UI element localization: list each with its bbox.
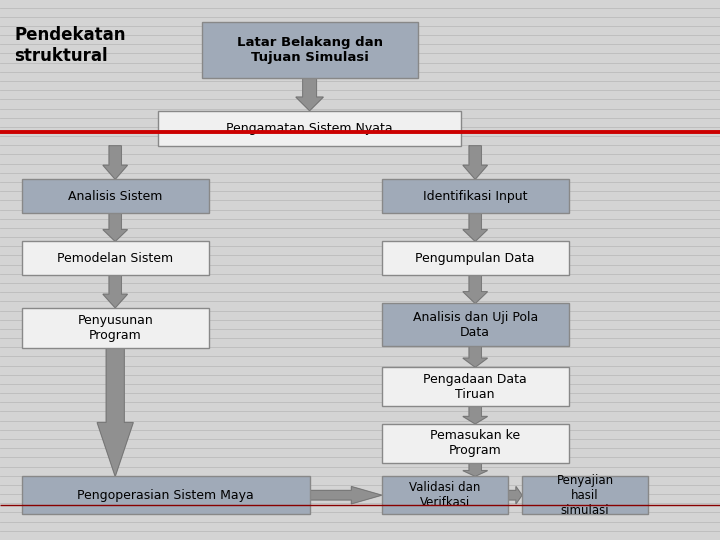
Polygon shape [508, 487, 522, 504]
FancyBboxPatch shape [382, 179, 569, 213]
Text: Pengoperasian Sistem Maya: Pengoperasian Sistem Maya [77, 489, 254, 502]
Text: Analisis Sistem: Analisis Sistem [68, 190, 163, 203]
Polygon shape [103, 146, 127, 179]
Polygon shape [463, 146, 487, 179]
FancyBboxPatch shape [382, 476, 508, 514]
FancyBboxPatch shape [522, 476, 648, 514]
Text: Penyusunan
Program: Penyusunan Program [77, 314, 153, 342]
FancyBboxPatch shape [382, 367, 569, 406]
FancyBboxPatch shape [22, 308, 209, 348]
FancyBboxPatch shape [382, 424, 569, 463]
Polygon shape [296, 78, 323, 111]
Polygon shape [463, 275, 487, 303]
FancyBboxPatch shape [158, 111, 461, 146]
Polygon shape [463, 406, 487, 424]
Text: Pemasukan ke
Program: Pemasukan ke Program [430, 429, 521, 457]
FancyBboxPatch shape [382, 241, 569, 275]
Text: Analisis dan Uji Pola
Data: Analisis dan Uji Pola Data [413, 310, 538, 339]
Polygon shape [463, 346, 487, 367]
FancyBboxPatch shape [22, 179, 209, 213]
Polygon shape [310, 487, 382, 504]
Polygon shape [103, 275, 127, 308]
Polygon shape [97, 348, 133, 476]
FancyBboxPatch shape [382, 303, 569, 346]
Polygon shape [463, 463, 487, 476]
Text: Validasi dan
Verifkasi: Validasi dan Verifkasi [409, 481, 480, 509]
Text: Pengamatan Sistem Nyata: Pengamatan Sistem Nyata [226, 122, 393, 135]
Text: Pengadaan Data
Tiruan: Pengadaan Data Tiruan [423, 373, 527, 401]
Text: Pendekatan
struktural: Pendekatan struktural [14, 26, 126, 65]
FancyBboxPatch shape [202, 22, 418, 78]
Text: Penyajian
hasil
simulasi: Penyajian hasil simulasi [557, 474, 613, 517]
Text: Latar Belakang dan
Tujuan Simulasi: Latar Belakang dan Tujuan Simulasi [237, 36, 382, 64]
Text: Pemodelan Sistem: Pemodelan Sistem [57, 252, 174, 265]
FancyBboxPatch shape [22, 476, 310, 514]
Text: Identifikasi Input: Identifikasi Input [423, 190, 528, 203]
Polygon shape [463, 213, 487, 241]
Text: Pengumpulan Data: Pengumpulan Data [415, 252, 535, 265]
FancyBboxPatch shape [22, 241, 209, 275]
Polygon shape [103, 213, 127, 241]
